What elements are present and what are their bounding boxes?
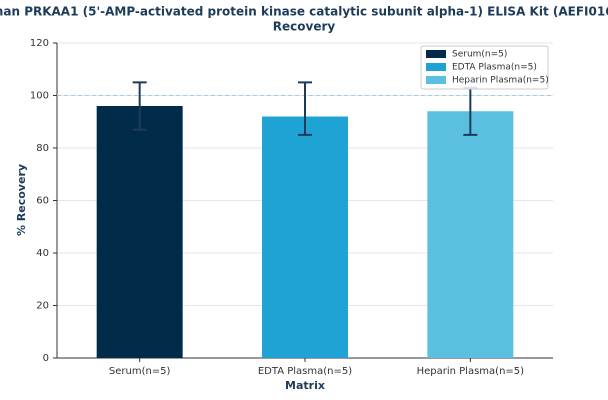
y-tick-label: 120 <box>30 38 49 49</box>
legend-swatch <box>426 63 446 71</box>
legend-swatch <box>426 50 446 58</box>
legend-label: EDTA Plasma(n=5) <box>452 63 537 73</box>
x-tick-label: EDTA Plasma(n=5) <box>258 366 352 377</box>
bar <box>96 106 183 358</box>
y-tick-label: 100 <box>30 91 49 102</box>
y-tick-label: 0 <box>43 353 49 364</box>
x-axis-label: Matrix <box>285 379 325 392</box>
bar <box>427 111 514 358</box>
legend-swatch <box>426 76 446 84</box>
x-tick-label: Serum(n=5) <box>109 366 171 377</box>
legend-box <box>420 45 549 90</box>
y-tick-label: 40 <box>36 248 49 259</box>
bar <box>262 116 348 358</box>
y-tick-label: 20 <box>36 301 49 312</box>
chart-title: Recovery <box>273 20 336 34</box>
legend-label: Heparin Plasma(n=5) <box>452 76 549 86</box>
x-tick-label: Heparin Plasma(n=5) <box>417 366 525 377</box>
error-bar <box>298 81 312 136</box>
y-tick-label: 60 <box>36 196 49 207</box>
y-axis-label: % Recovery <box>15 164 28 236</box>
chart-title: Human PRKAA1 (5'-AMP-activated protein k… <box>0 5 608 19</box>
y-tick-label: 80 <box>36 143 49 154</box>
legend-label: Serum(n=5) <box>452 50 507 60</box>
error-bar <box>132 81 147 131</box>
